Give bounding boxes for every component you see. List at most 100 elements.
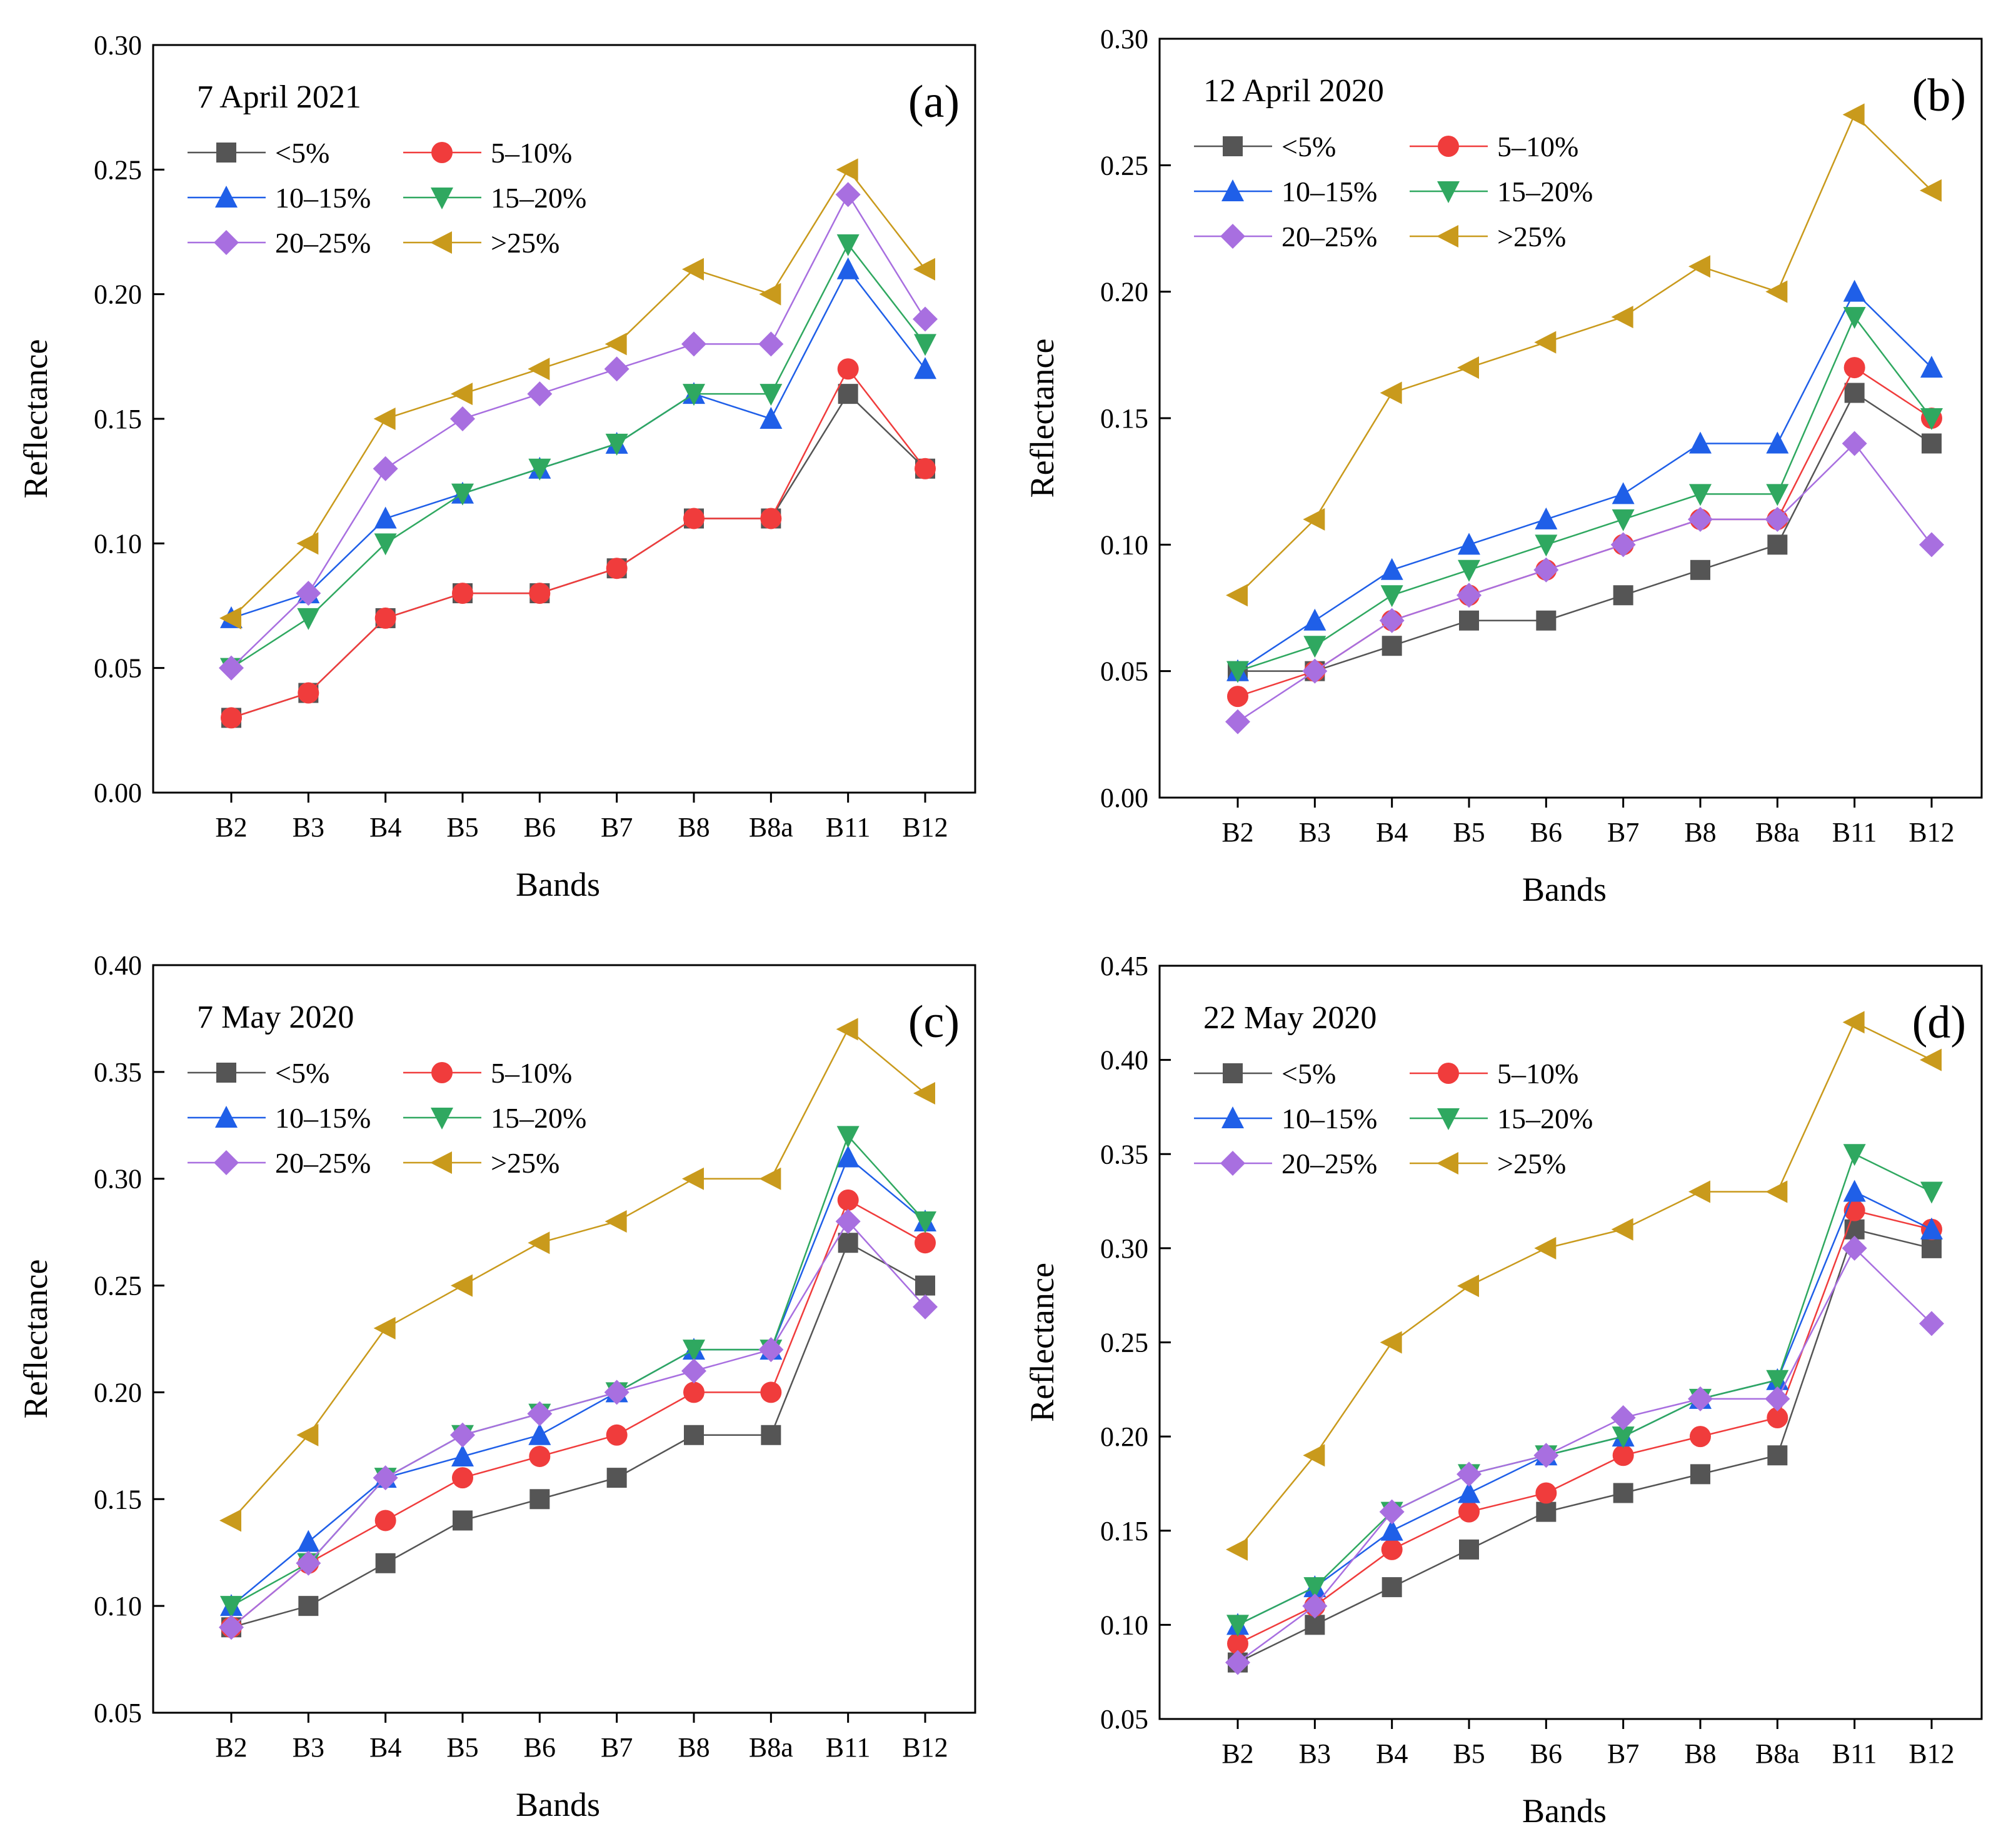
data-point-marker xyxy=(1225,709,1250,734)
legend-label: 15–20% xyxy=(491,1102,586,1134)
data-point-marker xyxy=(373,408,396,430)
y-tick-label: 0.15 xyxy=(1100,1516,1148,1546)
data-point-marker xyxy=(760,407,783,429)
series-0 xyxy=(221,1233,935,1638)
panel-a: 0.00 0.05 0.10 0.15 0.20 0.25 0.30 B2 B3 B4 B5 B6 B7… xyxy=(17,30,976,903)
x-tick-label: B7 xyxy=(1607,817,1639,848)
data-point-marker xyxy=(528,1231,550,1255)
panel-label: (d) xyxy=(1912,997,1966,1048)
y-tick-label: 0.05 xyxy=(94,1698,142,1728)
data-point-marker xyxy=(1765,1386,1790,1411)
data-point-marker xyxy=(837,1189,859,1211)
x-tick-label: B11 xyxy=(1832,1738,1877,1769)
legend-marker xyxy=(216,143,236,163)
data-point-marker xyxy=(452,583,473,604)
panel-date: 7 April 2021 xyxy=(197,79,361,115)
data-point-marker xyxy=(1767,1407,1788,1428)
data-point-marker xyxy=(835,1209,861,1235)
data-point-marker xyxy=(527,1401,553,1426)
data-point-marker xyxy=(1380,585,1403,608)
legend-marker xyxy=(215,1106,238,1128)
series-5 xyxy=(1226,103,1942,607)
data-point-marker xyxy=(375,1553,396,1573)
legend-label: 15–20% xyxy=(491,182,586,214)
x-tick-label: B4 xyxy=(369,1732,401,1763)
data-point-marker xyxy=(604,1380,629,1405)
data-point-marker xyxy=(1613,585,1633,606)
data-point-marker xyxy=(760,1381,782,1403)
y-tick-label: 0.25 xyxy=(1100,150,1148,181)
data-point-marker xyxy=(298,1596,319,1616)
data-point-marker xyxy=(528,1423,551,1445)
data-point-marker xyxy=(219,1509,241,1532)
data-point-marker xyxy=(605,433,628,456)
data-point-marker xyxy=(1767,1445,1788,1466)
data-point-marker xyxy=(1922,433,1942,454)
series-4 xyxy=(1225,431,1944,734)
series-2 xyxy=(1226,1180,1943,1635)
data-point-marker xyxy=(1225,1650,1250,1675)
series-line xyxy=(231,393,926,719)
series-0 xyxy=(1228,1219,1942,1673)
data-point-marker xyxy=(373,1465,398,1491)
data-point-marker xyxy=(1379,608,1405,633)
y-tick-label: 0.20 xyxy=(94,279,142,310)
y-tick-label: 0.00 xyxy=(94,778,142,808)
data-point-marker xyxy=(913,306,938,332)
data-point-marker xyxy=(1920,1048,1942,1071)
series-5 xyxy=(219,1018,935,1532)
legend-marker xyxy=(1220,224,1245,249)
data-point-marker xyxy=(451,383,473,406)
data-point-marker xyxy=(835,182,861,208)
y-tick-label: 0.15 xyxy=(94,1484,142,1515)
panel-b: 0.00 0.05 0.10 0.15 0.20 0.25 0.30 B2 B3 B4 B5 B6 B7… xyxy=(1023,24,1983,908)
panel-c: 0.05 0.10 0.15 0.20 0.25 0.30 0.35 0.40 B2 B3 B4 B5… xyxy=(17,950,976,1823)
x-tick-label: B7 xyxy=(601,1732,633,1763)
x-tick-label: B4 xyxy=(369,812,401,843)
data-point-marker xyxy=(760,384,783,406)
data-point-marker xyxy=(1380,1331,1402,1354)
data-point-marker xyxy=(1842,1011,1865,1034)
data-point-marker xyxy=(606,558,628,579)
data-point-marker xyxy=(296,581,321,606)
data-point-marker xyxy=(1457,1461,1482,1487)
series-line xyxy=(1237,290,1932,672)
series-3 xyxy=(220,234,936,680)
data-point-marker xyxy=(836,257,860,279)
data-point-marker xyxy=(1610,1405,1636,1430)
data-point-marker xyxy=(219,655,244,681)
data-point-marker xyxy=(450,1422,475,1448)
x-tick-label: B8 xyxy=(1684,817,1716,848)
legend-marker xyxy=(1438,136,1459,157)
data-point-marker xyxy=(374,533,397,556)
legend-label: 20–25% xyxy=(1281,1148,1377,1180)
data-point-marker xyxy=(1919,532,1944,558)
data-point-marker xyxy=(758,331,784,357)
panel-d: 0.05 0.10 0.15 0.20 0.25 0.30 0.35 0.40 0.45 B2 B3… xyxy=(1023,951,1983,1830)
data-point-marker xyxy=(759,1167,781,1190)
panel-label: (b) xyxy=(1912,70,1966,121)
x-tick-label: B8 xyxy=(678,1732,710,1763)
data-point-marker xyxy=(1766,431,1789,454)
y-axis-title: Reflectance xyxy=(1023,339,1061,498)
x-tick-label: B4 xyxy=(1376,817,1408,848)
legend-marker xyxy=(1437,225,1458,248)
data-point-marker xyxy=(1920,356,1943,378)
legend-label: 20–25% xyxy=(275,1147,371,1179)
data-point-marker xyxy=(1920,1181,1943,1204)
data-point-marker xyxy=(759,283,781,306)
data-point-marker xyxy=(606,1424,628,1446)
x-tick-label: B12 xyxy=(902,1732,948,1763)
series-1 xyxy=(221,358,936,729)
data-point-marker xyxy=(836,1126,860,1148)
y-tick-label: 0.10 xyxy=(1100,529,1148,560)
x-axis-title: Bands xyxy=(1522,871,1607,908)
data-point-marker xyxy=(1842,431,1867,456)
data-point-marker xyxy=(1766,484,1789,506)
data-point-marker xyxy=(1302,1593,1328,1619)
data-point-marker xyxy=(604,333,627,356)
data-point-marker xyxy=(1843,1180,1866,1202)
panel-date: 22 May 2020 xyxy=(1203,1000,1377,1036)
data-point-marker xyxy=(1534,331,1557,354)
